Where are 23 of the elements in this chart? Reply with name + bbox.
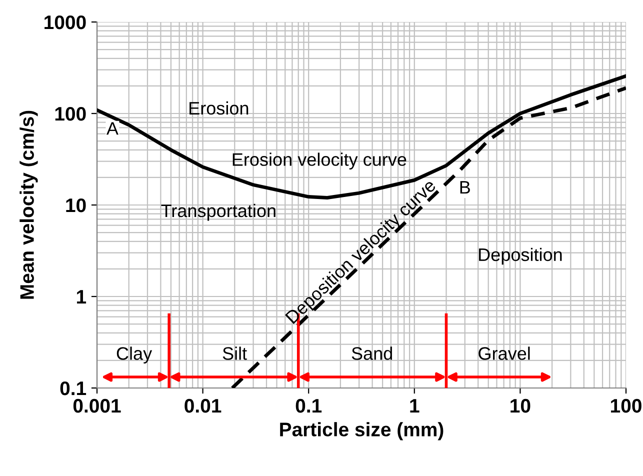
x-tick-label: 0.01 — [184, 398, 222, 413]
x-tick-label: 100 — [611, 398, 642, 413]
annotation: Sand — [352, 346, 392, 360]
annotation: A — [106, 122, 118, 135]
annotation: Transportation — [161, 204, 276, 221]
y-tick-label: 1 — [76, 290, 86, 304]
annotation: Deposition — [479, 248, 562, 265]
annotation: Silt — [222, 346, 247, 360]
annotation: Clay — [116, 346, 152, 364]
y-tick-label: 0.1 — [60, 381, 86, 396]
y-axis-title: Mean velocity (cm/s) — [20, 110, 38, 299]
y-tick-label: 10 — [66, 198, 86, 212]
x-tick-label: 1 — [410, 399, 420, 413]
x-axis-title: Particle size (mm) — [280, 422, 444, 440]
y-tick-label: 100 — [55, 106, 86, 121]
annotation: B — [460, 181, 470, 194]
x-tick-label: 0.1 — [296, 398, 322, 413]
annotation: Erosion velocity curve — [232, 152, 406, 170]
x-tick-label: 10 — [510, 398, 530, 413]
y-tick-label: 1000 — [44, 15, 86, 30]
x-tick-label: 0.001 — [73, 398, 121, 413]
annotation: Erosion — [190, 101, 248, 115]
annotation: Gravel — [478, 346, 530, 360]
